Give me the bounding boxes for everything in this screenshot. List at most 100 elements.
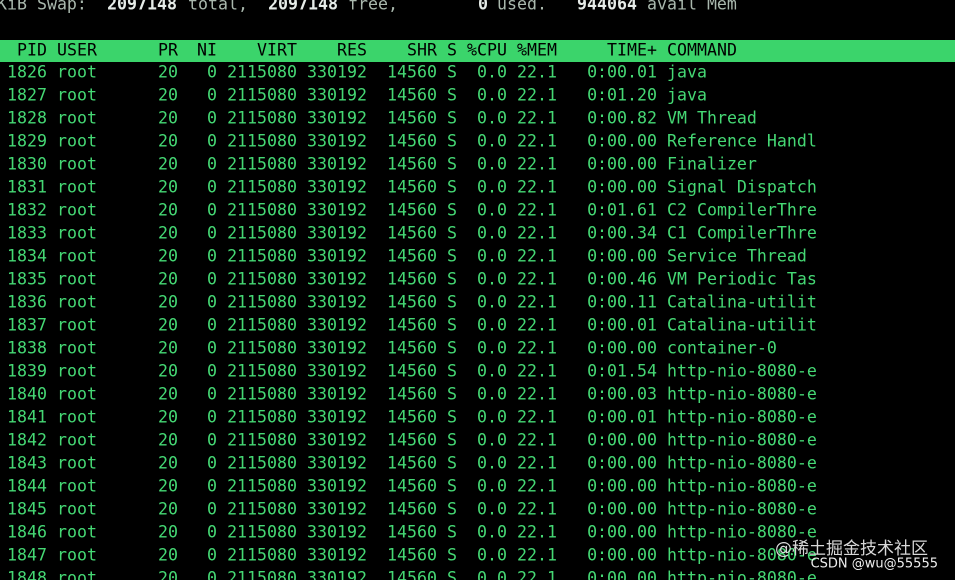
column-header: S [447, 41, 457, 60]
cell: 22.1 [517, 523, 557, 542]
cell: 0 [207, 293, 217, 312]
cell: 20 [158, 270, 178, 289]
cell: 0 [207, 201, 217, 220]
column-header: COMMAND [667, 41, 737, 60]
cell: 0.0 [477, 247, 507, 266]
cell: 1846 [7, 523, 47, 542]
process-row: 1841 root 20 0 2115080 330192 14560 S 0.0 22.1 0:0… [7, 408, 817, 427]
column-header: RES [337, 41, 367, 60]
value: 944064 [577, 0, 637, 14]
cell: container-0 [667, 339, 777, 358]
cell: 0:00.00 [587, 155, 657, 174]
cell: root [57, 385, 97, 404]
cell: java [667, 86, 707, 105]
cell: 2115080 [227, 201, 297, 220]
cell: root [57, 132, 97, 151]
cell: 0.0 [477, 431, 507, 450]
cell: root [57, 201, 97, 220]
cell: 0.0 [477, 362, 507, 381]
cell: 1840 [7, 385, 47, 404]
cell: 0.0 [477, 546, 507, 565]
cell: 1847 [7, 546, 47, 565]
cell: 330192 [307, 86, 367, 105]
cell: 0:01.20 [587, 86, 657, 105]
cell: 0:00.03 [587, 385, 657, 404]
cell: 0:00.01 [587, 316, 657, 335]
cell: 0.0 [477, 293, 507, 312]
cell: root [57, 431, 97, 450]
cell: 14560 [387, 201, 437, 220]
cell: 14560 [387, 339, 437, 358]
cell: 330192 [307, 155, 367, 174]
cell: 22.1 [517, 132, 557, 151]
cell: 1831 [7, 178, 47, 197]
cell: 0 [207, 270, 217, 289]
cell: 0.0 [477, 86, 507, 105]
column-header: NI [197, 41, 217, 60]
cell: 0 [207, 247, 217, 266]
cell: 2115080 [227, 63, 297, 82]
cell: Service Thread [667, 247, 807, 266]
cell: S [447, 270, 457, 289]
cell: 0.0 [477, 224, 507, 243]
cell: S [447, 546, 457, 565]
cell: 2115080 [227, 408, 297, 427]
cell: 14560 [387, 63, 437, 82]
cell: 0:00.00 [587, 339, 657, 358]
cell: 22.1 [517, 86, 557, 105]
cell: 20 [158, 293, 178, 312]
cell: 1837 [7, 316, 47, 335]
value: 0 [478, 0, 488, 14]
cell: 20 [158, 431, 178, 450]
cell: 330192 [307, 362, 367, 381]
cell: Signal Dispatch [667, 178, 817, 197]
process-row: 1826 root 20 0 2115080 330192 14560 S 0.0 22.1 0:0… [7, 63, 707, 82]
cell: 22.1 [517, 109, 557, 128]
cell: 0 [207, 431, 217, 450]
cell: 0:01.61 [587, 201, 657, 220]
process-row: 1838 root 20 0 2115080 330192 14560 S 0.0 22.1 0:0… [7, 339, 777, 358]
cell: Finalizer [667, 155, 757, 174]
process-row: 1842 root 20 0 2115080 330192 14560 S 0.0 22.1 0:0… [7, 431, 817, 450]
cell: 22.1 [517, 546, 557, 565]
cell: 14560 [387, 316, 437, 335]
cell: 330192 [307, 316, 367, 335]
cell: 0.0 [477, 109, 507, 128]
cell: 20 [158, 155, 178, 174]
cell: 20 [158, 477, 178, 496]
cell: root [57, 316, 97, 335]
cell: 22.1 [517, 178, 557, 197]
cell: 0 [207, 546, 217, 565]
cell: 14560 [387, 523, 437, 542]
cell: 1826 [7, 63, 47, 82]
cell: 2115080 [227, 155, 297, 174]
cell: 0 [207, 224, 217, 243]
cell: 14560 [387, 431, 437, 450]
cell: S [447, 201, 457, 220]
cell: 14560 [387, 569, 437, 580]
label: free, [348, 0, 398, 14]
cell: 22.1 [517, 408, 557, 427]
cell: 0:00.00 [587, 454, 657, 473]
cell: 22.1 [517, 431, 557, 450]
cell: 0:01.54 [587, 362, 657, 381]
cell: root [57, 454, 97, 473]
cell: S [447, 362, 457, 381]
process-row: 1832 root 20 0 2115080 330192 14560 S 0.0 22.1 0:0… [7, 201, 817, 220]
process-row: 1837 root 20 0 2115080 330192 14560 S 0.0 22.1 0:0… [7, 316, 817, 335]
cell: Reference Handl [667, 132, 817, 151]
process-row: 1840 root 20 0 2115080 330192 14560 S 0.0 22.1 0:0… [7, 385, 817, 404]
cell: java [667, 63, 707, 82]
cell: 14560 [387, 132, 437, 151]
process-row: 1845 root 20 0 2115080 330192 14560 S 0.0 22.1 0:0… [7, 500, 817, 519]
cell: 0:00.01 [587, 408, 657, 427]
cell: S [447, 224, 457, 243]
cell: 14560 [387, 109, 437, 128]
cell: http-nio-8080-e [667, 385, 817, 404]
column-header: USER [57, 41, 97, 60]
cell: 330192 [307, 454, 367, 473]
cell: 22.1 [517, 477, 557, 496]
cell: S [447, 132, 457, 151]
column-header: TIME+ [607, 41, 657, 60]
cell: 0:00.00 [587, 546, 657, 565]
